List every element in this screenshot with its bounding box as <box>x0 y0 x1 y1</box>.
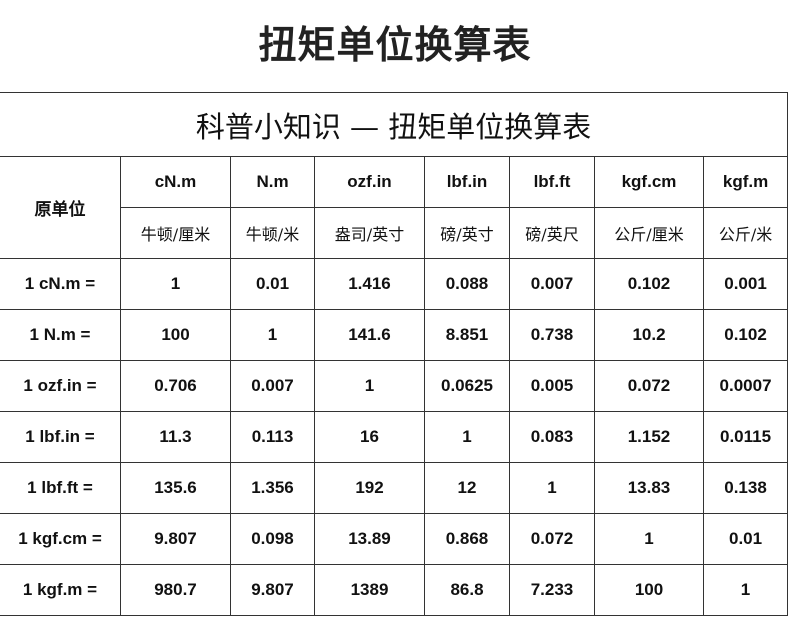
table-cell: 11.3 <box>120 411 231 463</box>
table-cell: 1 <box>594 513 704 565</box>
table-cell: 0.007 <box>230 360 315 412</box>
table-row: 1 lbf.ft = 135.6 1.356 192 12 1 13.83 0.138 <box>0 462 789 514</box>
row-label: 1 kgf.cm = <box>0 513 121 565</box>
table-cell: 0.138 <box>702 462 789 514</box>
table-cell: 1389 <box>314 564 425 616</box>
unit-header-cn: 公斤/厘米 <box>594 207 704 259</box>
table-cell: 1 <box>509 462 595 514</box>
table-row: 1 N.m = 100 1 141.6 8.851 0.738 10.2 0.102 <box>0 309 789 361</box>
table-cell: 1.152 <box>594 411 704 463</box>
unit-header-cn: 盎司/英寸 <box>314 207 425 259</box>
table-cell: 0.113 <box>230 411 315 463</box>
table-cell: 9.807 <box>120 513 231 565</box>
table-cell: 0.088 <box>424 258 510 310</box>
table-cell: 192 <box>314 462 425 514</box>
table-cell: 100 <box>120 309 231 361</box>
table-cell: 0.083 <box>509 411 595 463</box>
table-cell: 1 <box>424 411 510 463</box>
table-cell: 1 <box>314 360 425 412</box>
unit-header-cn: 公斤/米 <box>702 207 789 259</box>
table-cell: 0.005 <box>509 360 595 412</box>
table-cell: 0.738 <box>509 309 595 361</box>
page-title: 扭矩单位换算表 <box>258 23 532 67</box>
table-cell: 0.001 <box>702 258 789 310</box>
table-cell: 1 <box>120 258 231 310</box>
unit-header: N.m <box>230 156 315 208</box>
table-cell: 141.6 <box>314 309 425 361</box>
table-banner: 科普小知识 — 扭矩单位换算表 <box>0 92 789 157</box>
table-row: 1 kgf.m = 980.7 9.807 1389 86.8 7.233 100 1 <box>0 564 789 616</box>
row-label: 1 cN.m = <box>0 258 121 310</box>
table-cell: 13.89 <box>314 513 425 565</box>
table-cell: 0.01 <box>230 258 315 310</box>
unit-header-cn: 牛顿/厘米 <box>120 207 231 259</box>
table-cell: 0.0625 <box>424 360 510 412</box>
table-cell: 13.83 <box>594 462 704 514</box>
table-cell: 10.2 <box>594 309 704 361</box>
table-cell: 12 <box>424 462 510 514</box>
origin-unit-header: 原单位 <box>0 156 121 259</box>
table-cell: 0.102 <box>594 258 704 310</box>
row-label: 1 N.m = <box>0 309 121 361</box>
table-cell: 1 <box>230 309 315 361</box>
unit-header-cn: 磅/英尺 <box>509 207 595 259</box>
row-label: 1 lbf.in = <box>0 411 121 463</box>
table-cell: 0.0007 <box>702 360 789 412</box>
unit-header-cn: 磅/英寸 <box>424 207 510 259</box>
table-cell: 1.356 <box>230 462 315 514</box>
conversion-table: 科普小知识 — 扭矩单位换算表 原单位 cN.m N.m ozf.in lbf.in lb… <box>0 92 789 616</box>
unit-header: kgf.m <box>702 156 789 208</box>
unit-header-cn: 牛顿/米 <box>230 207 315 259</box>
table-cell: 135.6 <box>120 462 231 514</box>
row-label: 1 lbf.ft = <box>0 462 121 514</box>
table-cell: 1.416 <box>314 258 425 310</box>
table-cell: 0.102 <box>702 309 789 361</box>
table-cell: 8.851 <box>424 309 510 361</box>
table-row: 1 kgf.cm = 9.807 0.098 13.89 0.868 0.072 1 0.01 <box>0 513 789 565</box>
table-cell: 0.01 <box>702 513 789 565</box>
row-label: 1 ozf.in = <box>0 360 121 412</box>
table-cell: 0.706 <box>120 360 231 412</box>
table-cell: 16 <box>314 411 425 463</box>
unit-header: lbf.ft <box>509 156 595 208</box>
table-cell: 0.0115 <box>702 411 789 463</box>
table-cell: 0.072 <box>509 513 595 565</box>
table-row: 1 lbf.in = 11.3 0.113 16 1 0.083 1.152 0.0115 <box>0 411 789 463</box>
unit-header: cN.m <box>120 156 231 208</box>
table-cell: 0.098 <box>230 513 315 565</box>
table-cell: 0.072 <box>594 360 704 412</box>
table-row: 1 ozf.in = 0.706 0.007 1 0.0625 0.005 0.072 0.0… <box>0 360 789 412</box>
unit-header: kgf.cm <box>594 156 704 208</box>
table-row: 1 cN.m = 1 0.01 1.416 0.088 0.007 0.102 0.001 <box>0 258 789 310</box>
table-cell: 1 <box>702 564 789 616</box>
table-cell: 0.868 <box>424 513 510 565</box>
table-cell: 0.007 <box>509 258 595 310</box>
unit-header: lbf.in <box>424 156 510 208</box>
table-cell: 980.7 <box>120 564 231 616</box>
row-label: 1 kgf.m = <box>0 564 121 616</box>
table-cell: 86.8 <box>424 564 510 616</box>
table-cell: 100 <box>594 564 704 616</box>
table-cell: 7.233 <box>509 564 595 616</box>
unit-header: ozf.in <box>314 156 425 208</box>
table-cell: 9.807 <box>230 564 315 616</box>
